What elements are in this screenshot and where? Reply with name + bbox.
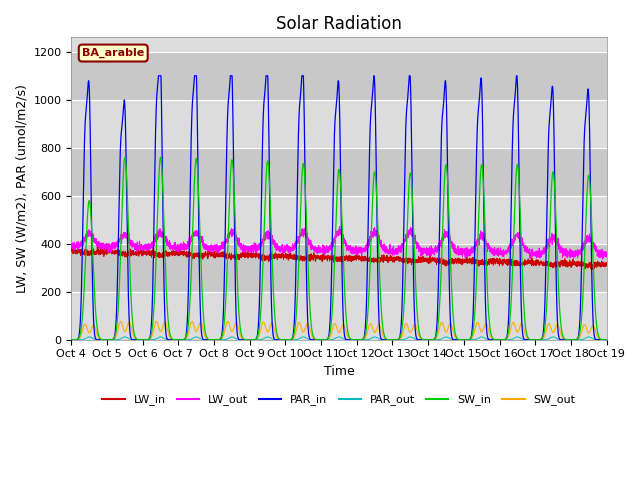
Y-axis label: LW, SW (W/m2), PAR (umol/m2/s): LW, SW (W/m2), PAR (umol/m2/s): [15, 84, 28, 293]
PAR_out: [459, 337, 467, 343]
SW_in: [490, 336, 497, 342]
Text: BA_arable: BA_arable: [82, 48, 145, 58]
Bar: [72, 244, 607, 292]
LW_out: [319, 249, 326, 254]
SW_in: [319, 337, 327, 343]
SW_in: [121, 155, 129, 160]
Line: SW_in: SW_in: [72, 157, 607, 340]
PAR_in: [490, 337, 497, 343]
PAR_in: [603, 337, 611, 343]
LW_in: [93, 244, 101, 250]
PAR_out: [603, 337, 611, 343]
Line: LW_in: LW_in: [72, 247, 607, 270]
Line: PAR_out: PAR_out: [72, 337, 607, 340]
LW_in: [602, 260, 610, 265]
LW_in: [68, 247, 76, 253]
X-axis label: Time: Time: [324, 365, 355, 378]
PAR_out: [85, 334, 93, 340]
Bar: [72, 100, 607, 148]
LW_in: [603, 262, 611, 267]
LW_in: [490, 258, 497, 264]
PAR_in: [164, 336, 172, 342]
Line: LW_out: LW_out: [72, 227, 607, 259]
SW_out: [319, 337, 327, 343]
PAR_out: [319, 337, 327, 343]
SW_in: [68, 337, 76, 343]
LW_out: [336, 224, 344, 229]
SW_in: [602, 337, 610, 343]
Line: PAR_in: PAR_in: [72, 76, 607, 340]
LW_out: [429, 247, 437, 253]
PAR_out: [164, 337, 172, 343]
Bar: [72, 52, 607, 100]
Bar: [72, 148, 607, 196]
SW_out: [603, 337, 611, 343]
SW_out: [602, 337, 610, 343]
LW_out: [603, 253, 611, 259]
SW_in: [603, 337, 611, 343]
Title: Solar Radiation: Solar Radiation: [276, 15, 402, 33]
PAR_out: [68, 337, 76, 343]
Bar: [72, 196, 607, 244]
LW_out: [490, 246, 497, 252]
PAR_out: [490, 337, 497, 343]
SW_out: [164, 327, 172, 333]
Line: SW_out: SW_out: [72, 321, 607, 340]
PAR_in: [155, 73, 163, 79]
LW_out: [459, 250, 467, 256]
PAR_out: [429, 337, 437, 343]
LW_in: [319, 253, 327, 259]
LW_in: [429, 258, 437, 264]
PAR_in: [429, 337, 437, 343]
LW_in: [588, 267, 595, 273]
LW_out: [602, 254, 610, 260]
PAR_in: [68, 337, 76, 343]
PAR_in: [459, 337, 467, 343]
Bar: [72, 292, 607, 340]
SW_out: [68, 337, 76, 343]
SW_out: [224, 318, 232, 324]
SW_out: [459, 337, 467, 343]
SW_out: [490, 336, 497, 342]
SW_in: [164, 312, 172, 317]
LW_out: [599, 256, 607, 262]
LW_out: [68, 243, 76, 249]
LW_in: [459, 257, 467, 263]
LW_out: [164, 239, 172, 244]
PAR_in: [319, 337, 327, 343]
LW_in: [164, 252, 172, 257]
SW_out: [429, 337, 437, 343]
PAR_in: [602, 337, 610, 343]
PAR_out: [602, 337, 610, 343]
Legend: LW_in, LW_out, PAR_in, PAR_out, SW_in, SW_out: LW_in, LW_out, PAR_in, PAR_out, SW_in, S…: [98, 390, 580, 410]
SW_in: [459, 337, 467, 343]
SW_in: [429, 336, 437, 342]
